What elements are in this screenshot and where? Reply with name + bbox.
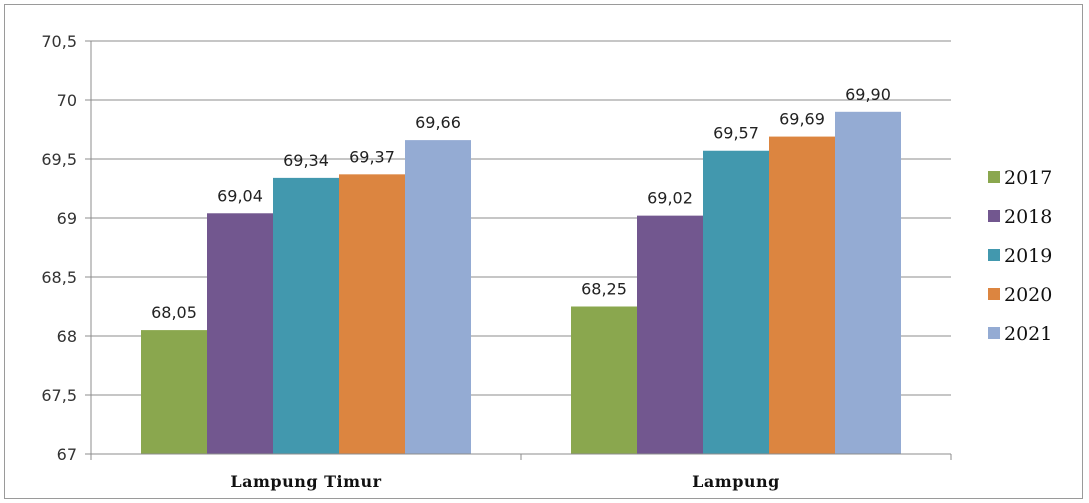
- data-label: 69,37: [349, 147, 395, 166]
- data-labels: 68,05 69,04 69,34 69,37 69,66 68,25 69,02 69,57…: [151, 85, 891, 322]
- y-tick-label: 70,5: [41, 32, 77, 51]
- y-tick-label: 69: [57, 209, 77, 228]
- legend-label: 2021: [1004, 323, 1052, 345]
- legend-label: 2017: [1004, 167, 1052, 189]
- legend-swatch: [988, 249, 1000, 261]
- y-tick-label: 67,5: [41, 386, 77, 405]
- data-label: 69,66: [415, 113, 461, 132]
- data-label: 69,90: [845, 85, 891, 104]
- bar-chart: 67 67,5 68 68,5 69 69,5 70 70,5 Lampung Timur Lam…: [41, 32, 1052, 491]
- data-label: 69,02: [647, 189, 693, 208]
- x-category-label: Lampung: [692, 472, 780, 491]
- y-tick-label: 67: [57, 445, 77, 464]
- data-label: 69,34: [283, 151, 329, 170]
- bar-2019: [273, 177, 339, 454]
- bar-2021: [405, 140, 471, 454]
- data-label: 68,05: [151, 303, 197, 322]
- bar-2017: [141, 330, 207, 454]
- legend-swatch: [988, 171, 1000, 183]
- data-label: 69,69: [779, 110, 825, 129]
- axes: 67 67,5 68 68,5 69 69,5 70 70,5 Lampung Timur Lam…: [41, 32, 952, 491]
- bar-2020: [769, 136, 835, 454]
- y-tick-label: 68,5: [41, 268, 77, 287]
- legend-swatch: [988, 327, 1000, 339]
- legend-label: 2019: [1004, 245, 1052, 267]
- y-tick-label: 68: [57, 327, 77, 346]
- bar-2020: [339, 174, 405, 454]
- bars: [141, 111, 901, 455]
- legend-label: 2018: [1004, 206, 1052, 228]
- chart-frame: 67 67,5 68 68,5 69 69,5 70 70,5 Lampung Timur Lam…: [4, 4, 1083, 499]
- y-tick-label: 69,5: [41, 150, 77, 169]
- legend-label: 2020: [1004, 284, 1052, 306]
- legend: 2017 2018 2019 2020 2021: [988, 167, 1052, 345]
- y-tick-label: 70: [57, 91, 77, 110]
- x-category-label: Lampung Timur: [230, 472, 381, 491]
- bar-2019: [703, 150, 769, 455]
- data-label: 69,57: [713, 124, 759, 143]
- bar-2018: [637, 215, 703, 454]
- bar-2017: [571, 306, 637, 454]
- data-label: 68,25: [581, 280, 627, 299]
- data-label: 69,04: [217, 186, 263, 205]
- bar-2018: [207, 213, 273, 454]
- legend-swatch: [988, 210, 1000, 222]
- legend-swatch: [988, 288, 1000, 300]
- bar-2021: [835, 111, 901, 455]
